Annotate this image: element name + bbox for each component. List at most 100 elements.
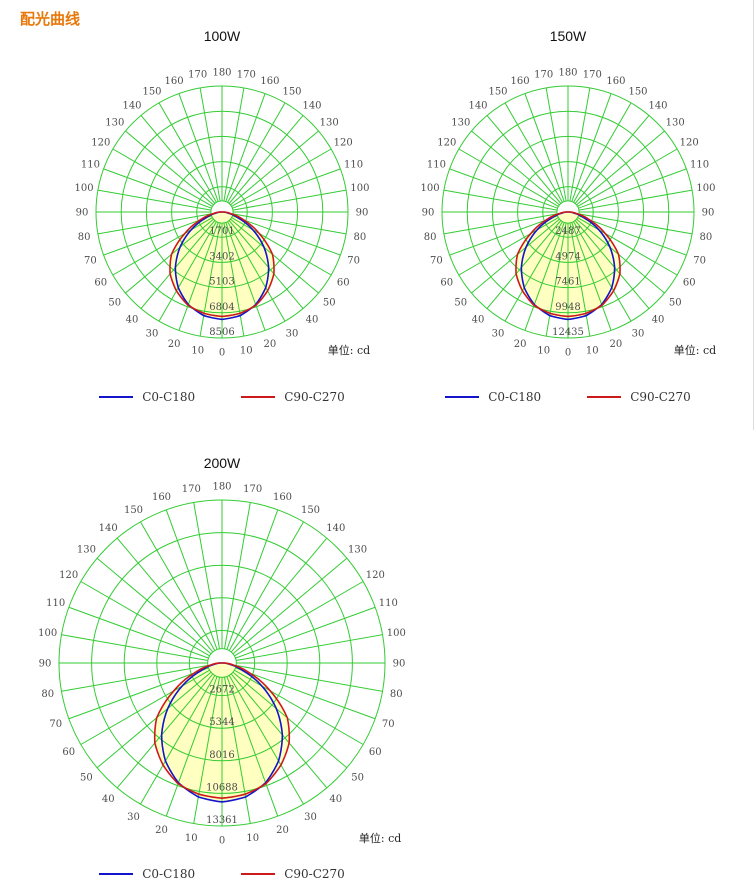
polar-grid-spoke bbox=[103, 215, 212, 256]
polar-grid-spoke bbox=[234, 669, 364, 745]
polar-grid-spoke bbox=[228, 115, 304, 204]
angle-tick-label: 130 bbox=[348, 545, 367, 556]
legend-150w: C0-C180 C90-C270 bbox=[398, 390, 738, 404]
polar-grid-spoke bbox=[231, 148, 332, 207]
polar-grid-spoke bbox=[80, 669, 210, 745]
angle-tick-label: 50 bbox=[80, 772, 93, 783]
angle-tick-label: 40 bbox=[329, 794, 342, 805]
angle-tick-label: 110 bbox=[427, 160, 446, 171]
angle-tick-label: 100 bbox=[421, 183, 440, 194]
angle-tick-label: 30 bbox=[492, 329, 505, 340]
polar-grid-spoke bbox=[577, 148, 678, 207]
angle-tick-label: 150 bbox=[282, 86, 301, 97]
angle-tick-label: 70 bbox=[430, 255, 443, 266]
angle-tick-label: 50 bbox=[323, 298, 336, 309]
beam-curve-C0-C180 bbox=[160, 662, 284, 803]
polar-grid-spoke bbox=[449, 215, 558, 256]
angle-tick-label: 0 bbox=[219, 348, 225, 359]
angle-tick-label: 90 bbox=[76, 208, 89, 219]
polar-grid-spoke bbox=[97, 213, 212, 235]
angle-tick-label: 140 bbox=[99, 523, 118, 534]
polar-grid-spoke bbox=[232, 215, 341, 256]
angle-tick-label: 130 bbox=[77, 545, 96, 556]
polar-grid-spoke bbox=[230, 537, 328, 653]
angle-tick-label: 140 bbox=[302, 100, 321, 111]
polar-grid-spoke bbox=[545, 87, 567, 202]
ring-value-label: 12435 bbox=[552, 327, 584, 338]
angle-tick-label: 170 bbox=[237, 70, 256, 81]
legend-200w: C0-C180 C90-C270 bbox=[12, 867, 432, 881]
angle-tick-label: 0 bbox=[219, 836, 225, 847]
polar-grid-spoke bbox=[158, 221, 217, 322]
legend-100w: C0-C180 C90-C270 bbox=[52, 390, 392, 404]
angle-tick-label: 120 bbox=[334, 138, 353, 149]
angle-tick-label: 50 bbox=[669, 298, 682, 309]
polar-grid-spoke bbox=[125, 218, 214, 294]
polar-grid-spoke bbox=[569, 87, 591, 202]
angle-tick-label: 150 bbox=[488, 86, 507, 97]
angle-tick-label: 110 bbox=[690, 160, 709, 171]
angle-tick-label: 100 bbox=[38, 628, 57, 639]
angle-tick-label: 20 bbox=[514, 339, 527, 350]
polar-grid-spoke bbox=[443, 213, 558, 235]
angle-tick-label: 110 bbox=[344, 160, 363, 171]
polar-grid-spoke bbox=[504, 102, 563, 203]
polar-grid-spoke bbox=[576, 218, 665, 294]
unit-label: 单位: cd bbox=[674, 343, 716, 357]
ring-value-label: 2672 bbox=[209, 685, 234, 696]
beam-curve-C90-C270 bbox=[169, 211, 275, 318]
angle-tick-label: 180 bbox=[212, 482, 231, 493]
beam-curve-C90-C270 bbox=[515, 211, 621, 318]
angle-tick-label: 70 bbox=[347, 255, 360, 266]
angle-tick-label: 20 bbox=[155, 825, 168, 836]
angle-tick-label: 80 bbox=[700, 232, 713, 243]
polar-grid-spoke bbox=[68, 606, 209, 659]
polar-grid-spoke bbox=[165, 509, 218, 650]
polar-grid-spoke bbox=[80, 581, 210, 657]
angle-tick-label: 100 bbox=[387, 628, 406, 639]
angle-tick-label: 60 bbox=[440, 278, 453, 289]
legend-item-c0: C0-C180 bbox=[99, 867, 195, 881]
angle-tick-label: 10 bbox=[185, 833, 198, 844]
ring-value-label: 4974 bbox=[555, 251, 580, 262]
polar-chart-200w: 0 10 10 20 20 30 30 40 40 50 50 60 60 70 70 80 80 90 90 100… bbox=[38, 482, 406, 847]
beam-curve-C0-C180 bbox=[520, 211, 616, 321]
legend-line-c90-icon bbox=[241, 873, 276, 875]
polar-grid-spoke bbox=[458, 148, 559, 207]
angle-tick-label: 60 bbox=[62, 747, 75, 758]
legend-label-c90: C90-C270 bbox=[284, 390, 345, 404]
polar-grid-spoke bbox=[449, 168, 558, 209]
angle-tick-label: 10 bbox=[537, 345, 550, 356]
polar-grid-spoke bbox=[234, 581, 364, 657]
angle-tick-label: 30 bbox=[127, 812, 140, 823]
legend-line-c0-icon bbox=[99, 396, 134, 398]
angle-tick-label: 80 bbox=[41, 689, 54, 700]
angle-tick-label: 20 bbox=[264, 339, 277, 350]
polar-grid-spoke bbox=[140, 220, 216, 309]
polar-grid-spoke bbox=[199, 222, 221, 337]
ring-value-label: 1701 bbox=[209, 226, 234, 237]
angle-tick-label: 130 bbox=[666, 118, 685, 129]
ring-value-label: 9948 bbox=[555, 302, 580, 313]
angle-tick-label: 80 bbox=[78, 232, 91, 243]
polar-grid-spoke bbox=[235, 667, 376, 720]
polar-chart-150w: 0 101020203030404050506060707080809090100… bbox=[421, 68, 717, 359]
angle-tick-label: 130 bbox=[105, 118, 124, 129]
angle-tick-label: 150 bbox=[628, 86, 647, 97]
polar-grid-spoke bbox=[578, 168, 687, 209]
legend-item-c90: C90-C270 bbox=[241, 390, 345, 404]
angle-tick-label: 50 bbox=[351, 772, 364, 783]
ring-value-label: 8016 bbox=[209, 750, 234, 761]
angle-tick-label: 100 bbox=[75, 183, 94, 194]
beam-curve-C0-C180 bbox=[174, 211, 270, 321]
polar-grid-spoke bbox=[178, 222, 219, 331]
legend-item-c0: C0-C180 bbox=[445, 390, 541, 404]
polar-grid-spoke bbox=[571, 222, 612, 331]
polar-grid-spoke bbox=[573, 221, 632, 322]
polar-grid-spoke bbox=[103, 168, 212, 209]
angle-tick-label: 60 bbox=[94, 278, 107, 289]
polar-grid-spoke bbox=[471, 218, 560, 294]
chart-block-150w: 150W 0 10 10 20 20 30 30 40 40 50 50 60 60 70 70 80 80 90… bbox=[398, 28, 738, 404]
polar-grid-spoke bbox=[112, 217, 213, 276]
chart-block-100w: 100W 0 10 10 20 20 30 30 40 40 50 50 60 60 70 70 80 80 90… bbox=[52, 28, 392, 404]
